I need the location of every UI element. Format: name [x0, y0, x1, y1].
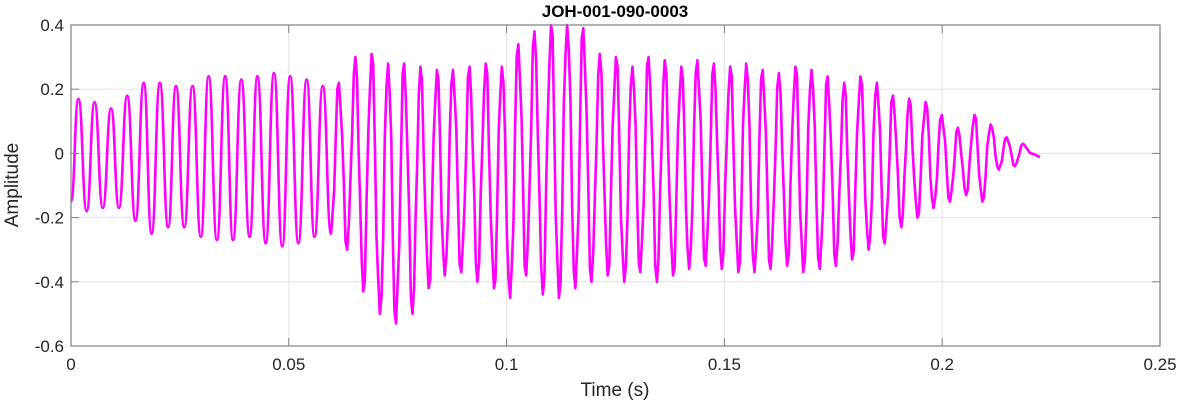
x-tick-label: 0.1	[495, 355, 519, 374]
y-tick-label: -0.2	[35, 209, 64, 228]
chart-title: JOH-001-090-0003	[542, 2, 688, 21]
x-tick-label: 0.05	[272, 355, 305, 374]
x-tick-label: 0.25	[1143, 355, 1176, 374]
signal-line	[69, 23, 1041, 325]
y-tick-label: -0.6	[35, 337, 64, 356]
ticks: 0 0.05 0.1 0.15 0.2 0.25 -0.6 -0.4 -0.2 0 0.2 0.4	[35, 16, 1177, 374]
plot-frame	[70, 24, 1161, 347]
y-tick-label: 0.4	[40, 16, 64, 35]
y-tick-label: 0.2	[40, 80, 64, 99]
y-tick-label: 0	[55, 144, 64, 163]
x-axis-label: Time (s)	[581, 380, 650, 401]
x-tick-label: 0	[66, 355, 75, 374]
y-tick-label: -0.4	[35, 273, 64, 292]
y-axis-label: Amplitude	[2, 143, 23, 228]
x-tick-label: 0.15	[708, 355, 741, 374]
x-tick-label: 0.2	[930, 355, 954, 374]
